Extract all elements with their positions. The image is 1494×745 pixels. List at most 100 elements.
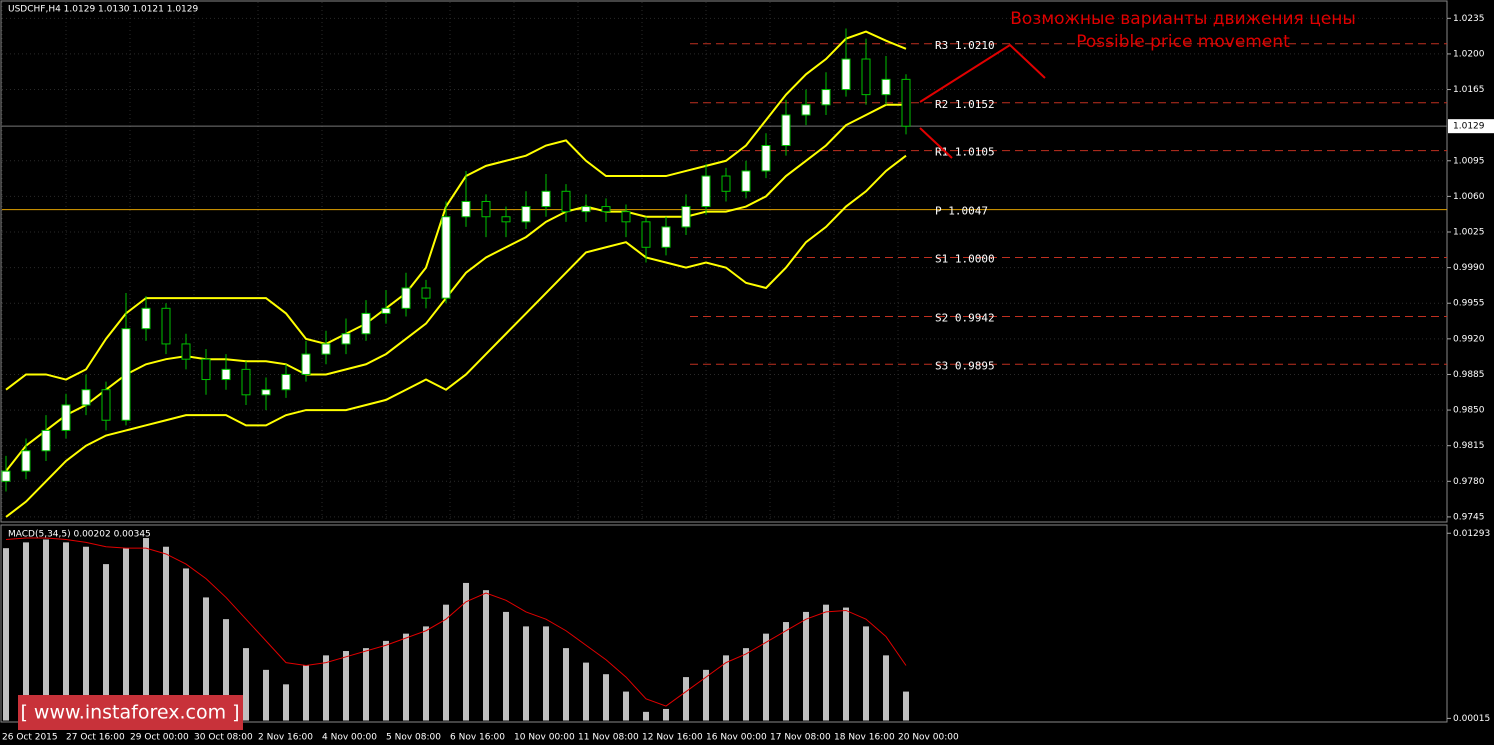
candle-body bbox=[581, 206, 591, 213]
macd-bar bbox=[283, 684, 289, 721]
candle-body bbox=[1, 470, 11, 482]
macd-bar bbox=[243, 648, 249, 721]
macd-bar bbox=[423, 626, 429, 721]
candle-body bbox=[541, 190, 551, 208]
macd-bar bbox=[63, 542, 69, 721]
last-price-label: 1.0129 bbox=[1453, 122, 1485, 132]
candle-body bbox=[21, 450, 31, 472]
y-tick-label: 0.9780 bbox=[1453, 477, 1485, 487]
candle-body bbox=[141, 307, 151, 330]
candle-body bbox=[561, 190, 571, 213]
macd-bar bbox=[23, 542, 29, 721]
x-tick-label: 26 Oct 2015 bbox=[2, 733, 58, 743]
pivot-label: R1 1.0105 bbox=[935, 146, 995, 159]
macd-frame bbox=[0, 524, 1448, 723]
x-tick-label: 12 Nov 16:00 bbox=[642, 733, 703, 743]
candle-body bbox=[401, 287, 411, 309]
x-tick-label: 11 Nov 08:00 bbox=[578, 733, 639, 743]
x-tick-label: 10 Nov 00:00 bbox=[514, 733, 575, 743]
candle-body bbox=[321, 343, 331, 355]
candle-body bbox=[801, 104, 811, 116]
y-tick-label: 0.9745 bbox=[1453, 512, 1485, 522]
pivot-label: R2 1.0152 bbox=[935, 98, 995, 111]
candle-body bbox=[261, 389, 271, 396]
candle-body bbox=[301, 353, 311, 375]
macd-bar bbox=[83, 546, 89, 721]
y-tick-label: 1.0200 bbox=[1453, 49, 1485, 59]
candle-body bbox=[841, 58, 851, 91]
candle-body bbox=[901, 78, 911, 127]
pivot-label: P 1.0047 bbox=[935, 205, 988, 218]
y-tick-label: 0.9885 bbox=[1453, 370, 1485, 380]
macd-bar bbox=[143, 538, 149, 721]
pivot-label: S2 0.9942 bbox=[935, 311, 995, 324]
y-tick-label: 0.9920 bbox=[1453, 334, 1485, 344]
candle-body bbox=[521, 206, 531, 223]
macd-bar bbox=[543, 626, 549, 721]
chart-title: USDCHF,H4 1.0129 1.0130 1.0121 1.0129 bbox=[8, 5, 198, 15]
candle-body bbox=[221, 368, 231, 381]
y-tick-label: 1.0165 bbox=[1453, 85, 1485, 95]
x-tick-label: 18 Nov 16:00 bbox=[834, 733, 895, 743]
candle-body bbox=[241, 368, 251, 396]
last-price-box bbox=[1448, 119, 1494, 134]
x-tick-label: 5 Nov 08:00 bbox=[386, 733, 441, 743]
y-tick-label: 1.0095 bbox=[1453, 156, 1485, 166]
macd-bar bbox=[683, 677, 689, 721]
x-tick-label: 17 Nov 08:00 bbox=[770, 733, 831, 743]
macd-bar bbox=[103, 564, 109, 721]
candle-body bbox=[721, 175, 731, 192]
macd-bar bbox=[163, 546, 169, 721]
watermark-box bbox=[18, 695, 243, 730]
pivot-label: R3 1.0210 bbox=[935, 39, 995, 52]
macd-bar bbox=[223, 619, 229, 721]
macd-bar bbox=[323, 655, 329, 721]
macd-bar bbox=[483, 590, 489, 721]
macd-title: MACD(5,34,5) 0.00202 0.00345 bbox=[8, 530, 151, 540]
macd-bar bbox=[123, 548, 129, 721]
macd-bar bbox=[903, 691, 909, 721]
candle-body bbox=[861, 58, 871, 96]
macd-bar bbox=[443, 604, 449, 721]
candle-body bbox=[201, 358, 211, 381]
candle-body bbox=[381, 307, 391, 314]
y-tick-label: 0.00015 bbox=[1453, 714, 1490, 724]
macd-bar bbox=[763, 633, 769, 721]
macd-bar bbox=[303, 665, 309, 721]
y-tick-label: 1.0025 bbox=[1453, 228, 1485, 238]
candle-body bbox=[601, 206, 611, 213]
band-line bbox=[5, 30, 907, 391]
macd-bar bbox=[523, 626, 529, 721]
macd-bar bbox=[463, 582, 469, 721]
candle-body bbox=[481, 200, 491, 218]
candle-body bbox=[121, 328, 131, 421]
x-tick-label: 16 Nov 00:00 bbox=[706, 733, 767, 743]
y-tick-label: 0.9815 bbox=[1453, 441, 1485, 451]
candle-body bbox=[641, 221, 651, 248]
annotation: Возможные варианты движения цены bbox=[1010, 9, 1356, 29]
macd-bar bbox=[823, 604, 829, 721]
macd-bar bbox=[503, 611, 509, 721]
macd-bar bbox=[583, 662, 589, 721]
macd-bar bbox=[603, 674, 609, 721]
main-frame bbox=[0, 0, 1448, 523]
candle-body bbox=[181, 343, 191, 360]
macd-bar bbox=[343, 651, 349, 721]
candle-body bbox=[821, 89, 831, 106]
candle-body bbox=[161, 307, 171, 345]
x-tick-label: 4 Nov 00:00 bbox=[322, 733, 377, 743]
y-tick-label: 1.0235 bbox=[1453, 14, 1485, 24]
macd-bar bbox=[183, 568, 189, 721]
candle-body bbox=[361, 312, 371, 335]
macd-bar bbox=[863, 626, 869, 721]
x-tick-label: 29 Oct 00:00 bbox=[130, 733, 189, 743]
arrow-up bbox=[919, 43, 1046, 103]
arrow-down bbox=[919, 127, 953, 159]
band-line bbox=[5, 154, 907, 518]
macd-bar bbox=[803, 611, 809, 721]
y-tick-label: 0.9850 bbox=[1453, 406, 1485, 416]
candle-body bbox=[661, 226, 671, 248]
macd-bar bbox=[563, 648, 569, 721]
y-tick-label: 0.9955 bbox=[1453, 299, 1485, 309]
